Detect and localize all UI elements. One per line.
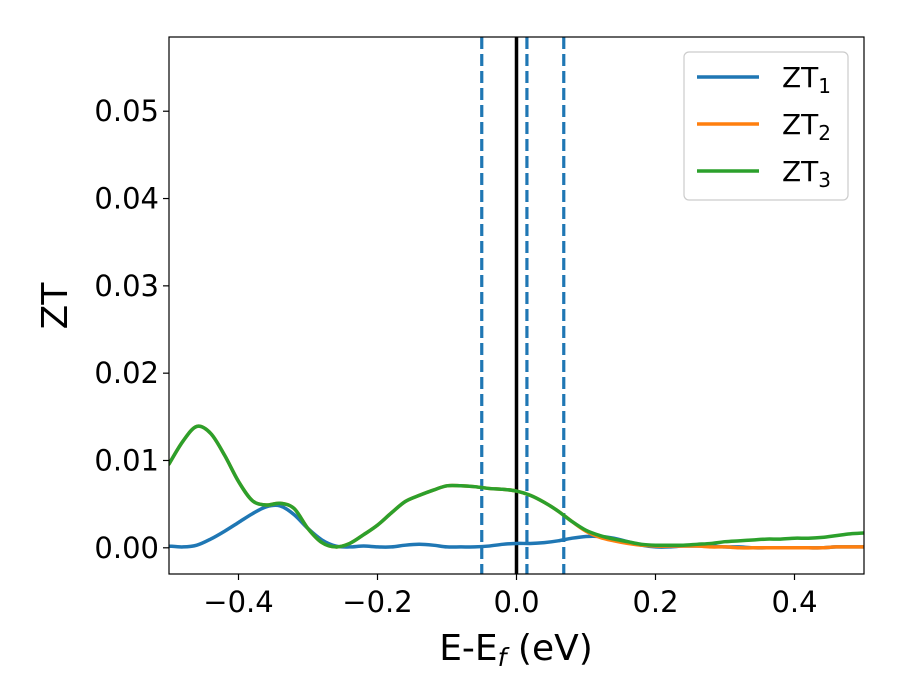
legend-label-zt1: ZT1: [782, 61, 831, 98]
y-tick-label: 0.03: [94, 269, 159, 303]
x-axis-label: E-Ef (eV): [439, 628, 593, 672]
y-tick-label: 0.01: [94, 443, 159, 477]
y-tick-label: 0.02: [94, 356, 159, 390]
legend-box: [683, 51, 849, 201]
x-tick-label: 0.4: [771, 585, 817, 619]
y-tick-label: 0.05: [94, 94, 159, 128]
x-tick-label: −0.4: [203, 585, 273, 619]
series-line-zt3: [169, 424, 864, 549]
y-axis-ticks: 0.00 0.01 0.02 0.03 0.04 0.05: [94, 94, 169, 565]
x-tick-label: 0.0: [493, 585, 539, 619]
y-tick-label: 0.04: [94, 182, 159, 216]
legend-label-zt2: ZT2: [782, 108, 831, 145]
x-axis-ticks: −0.4 −0.2 0.0 0.2 0.4: [203, 574, 818, 619]
series-lines: [169, 424, 864, 550]
y-axis-label: ZT: [35, 282, 76, 330]
legend: ZT1 ZT2 ZT3: [683, 51, 849, 201]
reference-lines: [480, 37, 566, 574]
legend-label-zt3: ZT3: [782, 155, 831, 192]
x-tick-label: 0.2: [632, 585, 678, 619]
x-tick-label: −0.2: [342, 585, 412, 619]
y-tick-label: 0.00: [94, 531, 159, 565]
